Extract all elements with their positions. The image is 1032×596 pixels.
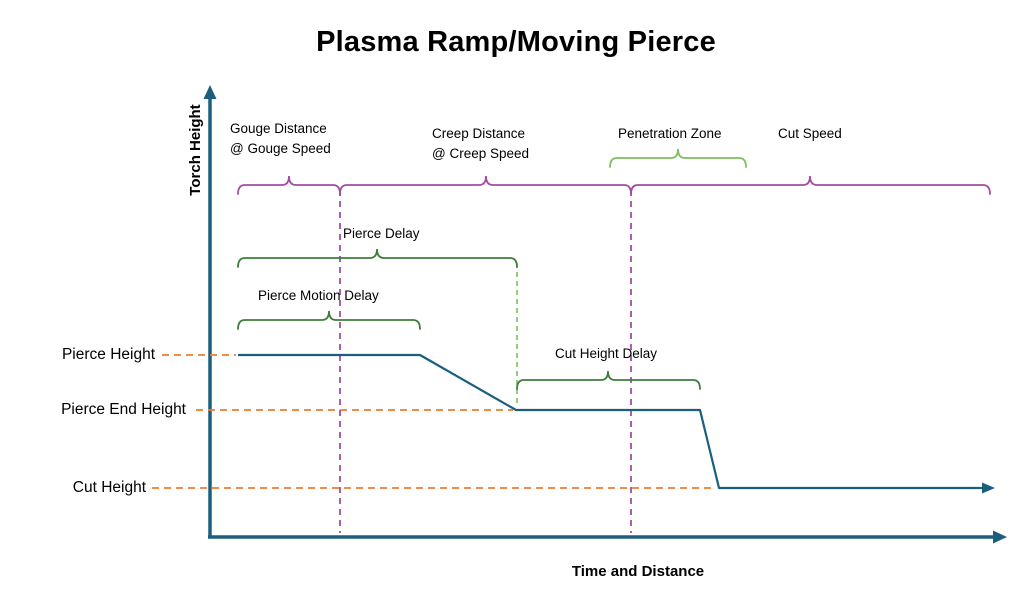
creep-distance-brace bbox=[339, 175, 632, 195]
cut-speed-brace bbox=[630, 175, 991, 195]
y-axis-arrow-icon bbox=[203, 85, 217, 99]
x-axis-label: Time and Distance bbox=[571, 563, 705, 580]
pierce-motion-delay-label: Pierce Motion Delay bbox=[258, 288, 379, 303]
pierce-delay-brace bbox=[237, 248, 518, 268]
gouge-distance-label: Gouge Distance @ Gouge Speed bbox=[230, 121, 331, 156]
profile-arrow-icon bbox=[982, 482, 995, 494]
cut-height-delay-label: Cut Height Delay bbox=[555, 346, 658, 361]
cut-height-label: Cut Height bbox=[72, 479, 146, 496]
pierce-motion-delay-brace bbox=[237, 310, 421, 330]
page-title: Plasma Ramp/Moving Pierce bbox=[316, 26, 716, 58]
y-axis-label: Torch Height bbox=[187, 104, 204, 196]
torch-height-profile-line bbox=[238, 353, 983, 490]
penetration-zone-brace bbox=[609, 148, 747, 168]
pierce-end-height-label: Pierce End Height bbox=[61, 401, 186, 418]
gouge-distance-brace bbox=[237, 175, 341, 195]
penetration-zone-label: Penetration Zone bbox=[618, 126, 722, 141]
x-axis-arrow-icon bbox=[993, 530, 1007, 544]
cut-height-delay-brace bbox=[516, 370, 701, 390]
creep-distance-label: Creep Distance @ Creep Speed bbox=[432, 126, 530, 161]
pierce-height-label: Pierce Height bbox=[61, 346, 155, 363]
pierce-delay-label: Pierce Delay bbox=[343, 226, 420, 241]
cut-speed-label: Cut Speed bbox=[778, 126, 842, 141]
